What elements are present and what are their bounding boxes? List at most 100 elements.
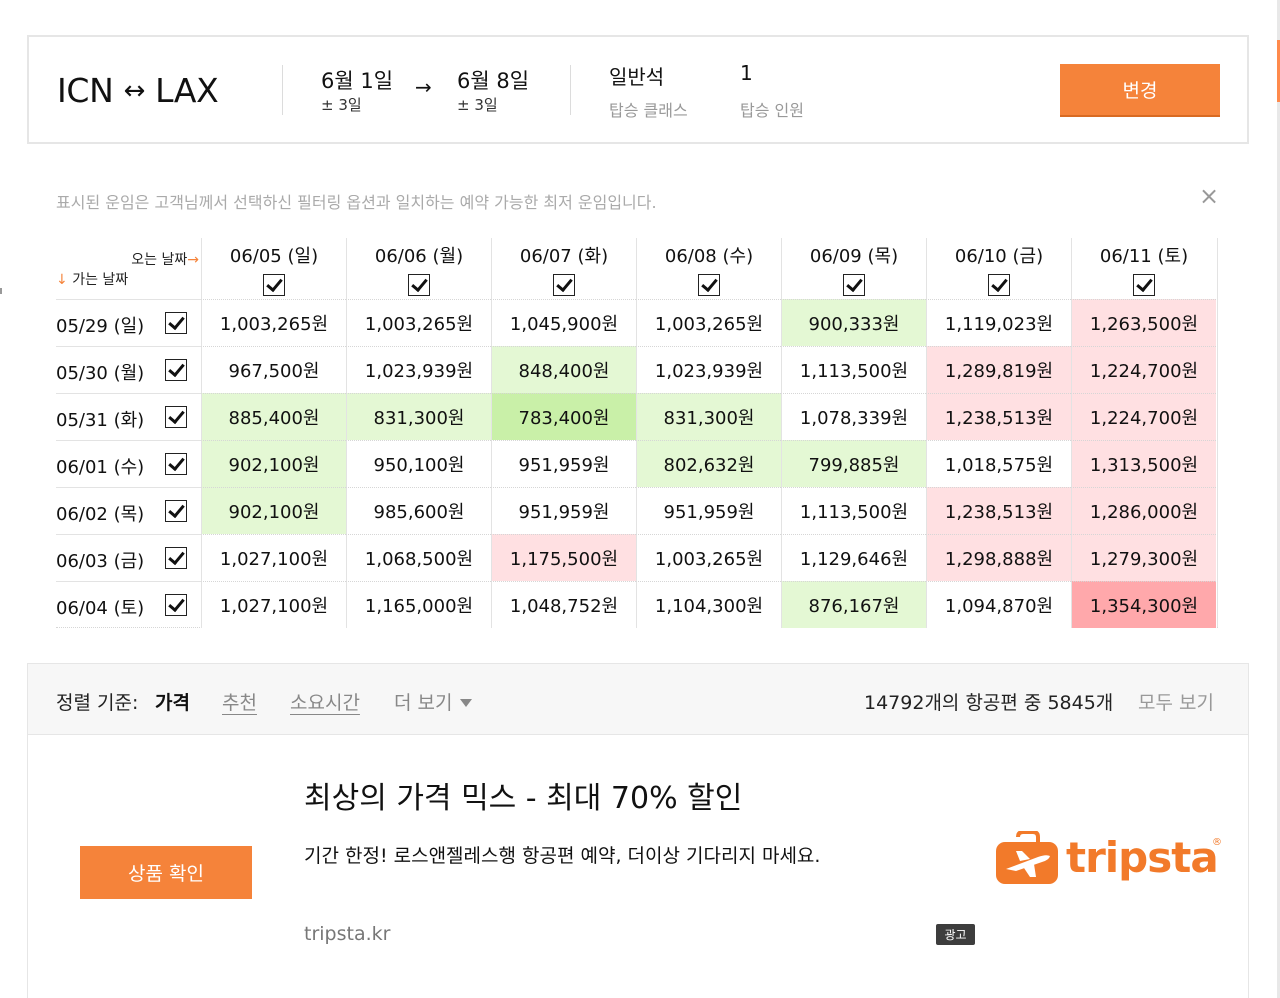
cabin-class-value[interactable]: 일반석 [609, 65, 665, 89]
return-date-checkbox[interactable] [408, 274, 430, 296]
depart-date-checkbox[interactable] [165, 547, 187, 569]
fare-cell[interactable]: 1,263,500원 [1071, 299, 1216, 346]
fare-cell[interactable]: 902,100원 [201, 440, 346, 487]
change-search-button[interactable]: 변경 [1060, 64, 1220, 115]
depart-date-checkbox[interactable] [165, 312, 187, 334]
fare-cell[interactable]: 876,167원 [781, 581, 926, 628]
depart-date-axis-label: ↓ 가는 날짜 [56, 269, 128, 289]
fare-cell[interactable]: 900,333원 [781, 299, 926, 346]
caret-down-icon [460, 699, 473, 707]
fare-cell[interactable]: 1,048,752원 [491, 581, 636, 628]
fare-cell[interactable]: 1,003,265원 [636, 299, 781, 346]
return-date-checkbox[interactable] [263, 274, 285, 296]
return-date-column-header: 06/06 (월) [346, 238, 491, 299]
sort-option-duration[interactable]: 소요시간 [290, 692, 360, 714]
sort-option-price[interactable]: 가격 [155, 692, 190, 714]
fare-cell[interactable]: 799,885원 [781, 440, 926, 487]
return-date-label: 06/10 (금) [954, 246, 1044, 267]
ad-badge: 광고 [936, 924, 975, 945]
fare-cell[interactable]: 1,104,300원 [636, 581, 781, 628]
fare-cell[interactable]: 1,286,000원 [1071, 487, 1216, 534]
sort-option-recommended[interactable]: 추천 [222, 692, 257, 714]
fare-cell[interactable]: 831,300원 [346, 393, 491, 440]
return-date-column-header: 06/07 (화) [491, 238, 636, 299]
return-date-checkbox[interactable] [553, 274, 575, 296]
fare-cell[interactable]: 950,100원 [346, 440, 491, 487]
return-date-column-header: 06/08 (수) [636, 238, 781, 299]
fare-cell[interactable]: 1,078,339원 [781, 393, 926, 440]
search-summary: ICN ↔ LAX 6월 1일 ± 3일 → 6월 8일 ± 3일 일반석 탑승 클… [27, 35, 1249, 144]
fare-cell[interactable]: 951,959원 [491, 487, 636, 534]
passenger-count-value[interactable]: 1 [740, 61, 753, 85]
depart-date-checkbox[interactable] [165, 359, 187, 381]
return-date-checkbox[interactable] [843, 274, 865, 296]
fare-notice: 표시된 운임은 고객님께서 선택하신 필터링 옵션과 일치하는 예약 가능한 최… [56, 193, 657, 212]
depart-date-checkbox[interactable] [165, 453, 187, 475]
return-date-column-header: 06/11 (토) [1071, 238, 1216, 299]
sort-more-dropdown[interactable]: 더 보기 [394, 688, 473, 715]
ad-title[interactable]: 최상의 가격 믹스 - 최대 70% 할인 [304, 781, 743, 816]
depart-date-row-header: 06/01 (수) [56, 440, 201, 487]
fare-cell[interactable]: 1,289,819원 [926, 346, 1071, 393]
return-date-column-header: 06/10 (금) [926, 238, 1071, 299]
close-icon[interactable]: × [1199, 182, 1220, 210]
depart-date[interactable]: 6월 1일 [321, 69, 394, 93]
fare-cell[interactable]: 1,354,300원 [1071, 581, 1216, 628]
return-date-checkbox[interactable] [988, 274, 1010, 296]
tripsta-logo[interactable]: tripsta ® [994, 831, 1224, 891]
fare-cell[interactable]: 951,959원 [636, 487, 781, 534]
arrow-down-icon: ↓ [56, 272, 68, 288]
fare-cell[interactable]: 1,003,265원 [636, 534, 781, 581]
registered-mark: ® [1212, 837, 1222, 848]
fare-cell[interactable]: 967,500원 [201, 346, 346, 393]
date-arrow-icon: → [415, 75, 432, 99]
fare-cell[interactable]: 1,113,500원 [781, 487, 926, 534]
fare-cell[interactable]: 951,959원 [491, 440, 636, 487]
depart-date-label: 06/03 (금) [56, 551, 145, 572]
fare-cell[interactable]: 885,400원 [201, 393, 346, 440]
fare-cell[interactable]: 1,027,100원 [201, 581, 346, 628]
fare-cell[interactable]: 1,094,870원 [926, 581, 1071, 628]
right-edge-line [1277, 0, 1280, 998]
ad-banner: 상품 확인 최상의 가격 믹스 - 최대 70% 할인 기간 한정! 로스앤젤레… [27, 735, 1249, 998]
fare-cell[interactable]: 1,003,265원 [201, 299, 346, 346]
fare-cell[interactable]: 1,129,646원 [781, 534, 926, 581]
fare-cell[interactable]: 1,023,939원 [636, 346, 781, 393]
return-date-axis-label: 오는 날짜→ [131, 249, 199, 269]
fare-cell[interactable]: 902,100원 [201, 487, 346, 534]
fare-cell[interactable]: 783,400원 [491, 393, 636, 440]
depart-date-checkbox[interactable] [165, 500, 187, 522]
fare-cell[interactable]: 1,003,265원 [346, 299, 491, 346]
fare-cell[interactable]: 1,119,023원 [926, 299, 1071, 346]
fare-cell[interactable]: 848,400원 [491, 346, 636, 393]
fare-cell[interactable]: 1,113,500원 [781, 346, 926, 393]
fare-cell[interactable]: 1,027,100원 [201, 534, 346, 581]
fare-cell[interactable]: 1,068,500원 [346, 534, 491, 581]
ad-url[interactable]: tripsta.kr [304, 923, 391, 945]
fare-cell[interactable]: 1,175,500원 [491, 534, 636, 581]
fare-cell[interactable]: 1,224,700원 [1071, 346, 1216, 393]
fare-cell[interactable]: 1,313,500원 [1071, 440, 1216, 487]
fare-cell[interactable]: 831,300원 [636, 393, 781, 440]
ad-cta-button[interactable]: 상품 확인 [80, 846, 252, 899]
fare-cell[interactable]: 1,018,575원 [926, 440, 1071, 487]
return-date[interactable]: 6월 8일 [457, 69, 530, 93]
fare-cell[interactable]: 1,023,939원 [346, 346, 491, 393]
depart-date-checkbox[interactable] [165, 406, 187, 428]
fare-cell[interactable]: 1,298,888원 [926, 534, 1071, 581]
show-all-link[interactable]: 모두 보기 [1138, 692, 1214, 714]
right-edge-accent [1277, 40, 1280, 102]
return-date-checkbox[interactable] [1133, 274, 1155, 296]
fare-cell[interactable]: 1,238,513원 [926, 487, 1071, 534]
fare-cell[interactable]: 985,600원 [346, 487, 491, 534]
fare-cell[interactable]: 1,165,000원 [346, 581, 491, 628]
fare-cell[interactable]: 1,238,513원 [926, 393, 1071, 440]
depart-date-checkbox[interactable] [165, 594, 187, 616]
depart-date-label: 06/04 (토) [56, 598, 145, 619]
fare-cell[interactable]: 802,632원 [636, 440, 781, 487]
fare-cell[interactable]: 1,279,300원 [1071, 534, 1216, 581]
fare-cell[interactable]: 1,224,700원 [1071, 393, 1216, 440]
return-date-checkbox[interactable] [698, 274, 720, 296]
return-date-label: 06/09 (목) [809, 246, 899, 267]
fare-cell[interactable]: 1,045,900원 [491, 299, 636, 346]
